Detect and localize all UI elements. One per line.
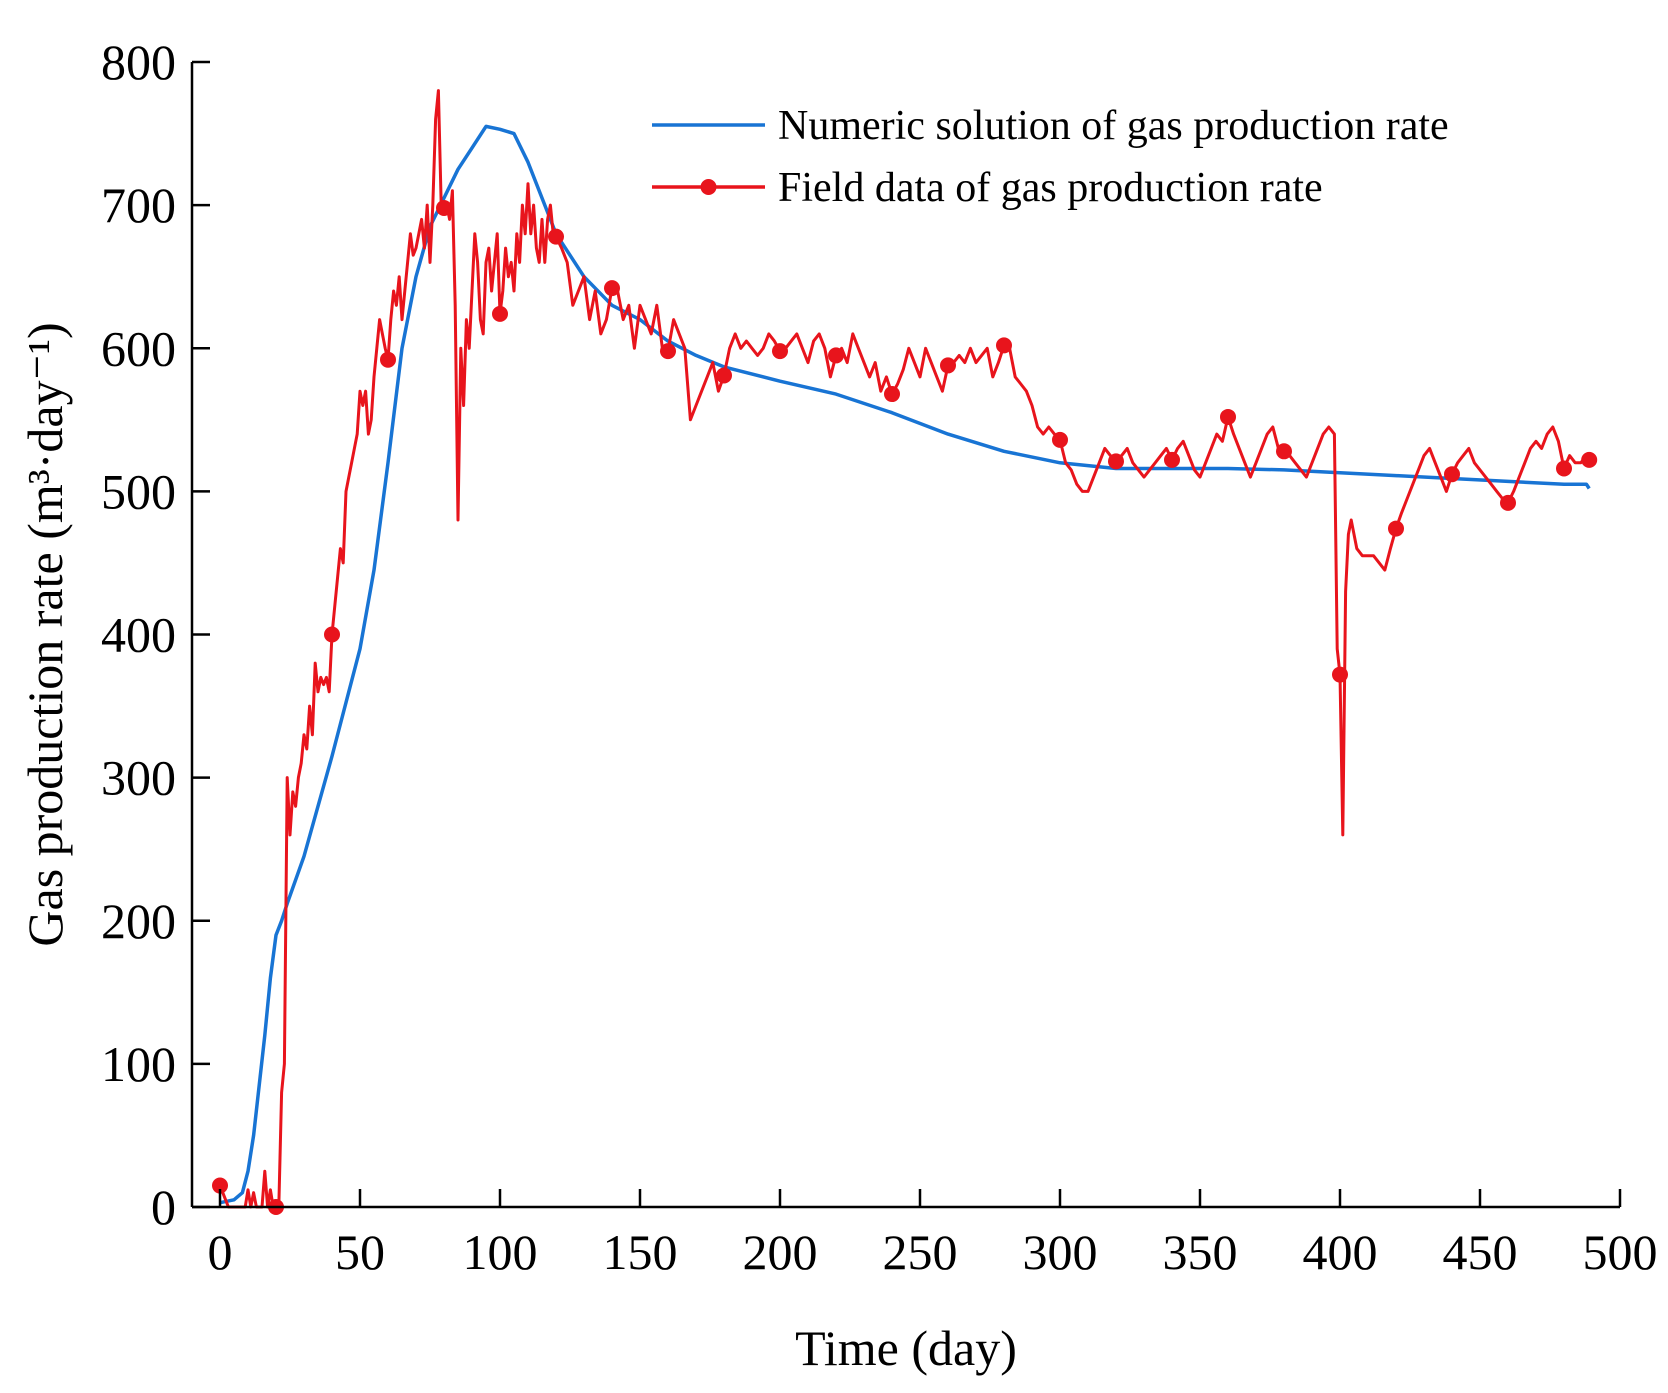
field-data-point: [1500, 494, 1516, 511]
field-data-point: [716, 367, 732, 384]
x-tick-label-500: 500: [1583, 1224, 1658, 1280]
field-data-point: [1220, 408, 1236, 425]
x-tick-label-300: 300: [1023, 1224, 1098, 1280]
field-data-point: [604, 280, 620, 297]
y-tick-label-100: 100: [101, 1036, 176, 1092]
legend-label-numeric: Numeric solution of gas production rate: [778, 103, 1449, 149]
x-tick-label-250: 250: [883, 1224, 958, 1280]
x-tick-label-100: 100: [463, 1224, 538, 1280]
field-data-point: [1332, 666, 1348, 683]
field-data-point: [324, 626, 340, 643]
series-line-field: [218, 89, 1591, 1209]
field-data-point: [1556, 460, 1572, 477]
field-data-point: [380, 351, 396, 368]
y-tick-label-0: 0: [151, 1179, 176, 1235]
legend-label-field: Field data of gas production rate: [778, 165, 1323, 211]
field-data-point: [660, 343, 676, 360]
series-layer: [212, 89, 1598, 1215]
field-data-point: [212, 1177, 228, 1194]
x-tick-label-400: 400: [1303, 1224, 1378, 1280]
legend: Numeric solution of gas production rate …: [652, 103, 1449, 211]
field-data-point: [1052, 431, 1068, 448]
field-data-point: [436, 199, 452, 216]
y-tick-label-400: 400: [101, 607, 176, 663]
field-data-point: [548, 228, 564, 245]
field-data-point: [772, 343, 788, 360]
legend-marker-field: [700, 179, 717, 195]
x-ticks: 0 50 100 150 200 250 300 350 400 450 500: [208, 1189, 1658, 1280]
y-tick-label-800: 800: [101, 34, 176, 90]
field-data-point: [940, 357, 956, 374]
field-data-point: [1164, 451, 1180, 468]
series-line-numeric: [219, 124, 1591, 1205]
y-ticks: 0 100 200 300 400 500 600 700 800: [101, 34, 210, 1235]
y-axis-title: Gas production rate (m³·day⁻¹): [17, 322, 73, 946]
x-tick-label-150: 150: [603, 1224, 678, 1280]
field-data-point: [492, 305, 508, 322]
axes-layer: 0 50 100 150 200 250 300 350 400 450 500 0 100 200 30…: [101, 34, 1658, 1280]
x-tick-label-450: 450: [1443, 1224, 1518, 1280]
y-tick-label-300: 300: [101, 750, 176, 806]
x-tick-label-0: 0: [208, 1224, 233, 1280]
field-data-point: [1444, 466, 1460, 483]
field-data-point: [828, 347, 844, 364]
y-tick-label-500: 500: [101, 463, 176, 519]
x-tick-label-50: 50: [335, 1224, 385, 1280]
x-axis-title: Time (day): [795, 1320, 1017, 1376]
plot-area: [212, 89, 1598, 1215]
x-tick-label-350: 350: [1163, 1224, 1238, 1280]
field-data-point: [1276, 443, 1292, 460]
x-tick-label-200: 200: [743, 1224, 818, 1280]
y-tick-label-700: 700: [101, 177, 176, 233]
field-data-point: [1388, 520, 1404, 537]
field-data-point: [1581, 451, 1598, 468]
y-tick-label-600: 600: [101, 320, 176, 376]
field-data-point: [1108, 453, 1124, 470]
y-tick-label-200: 200: [101, 893, 176, 949]
field-data-point: [884, 386, 900, 403]
field-data-point: [996, 337, 1012, 354]
